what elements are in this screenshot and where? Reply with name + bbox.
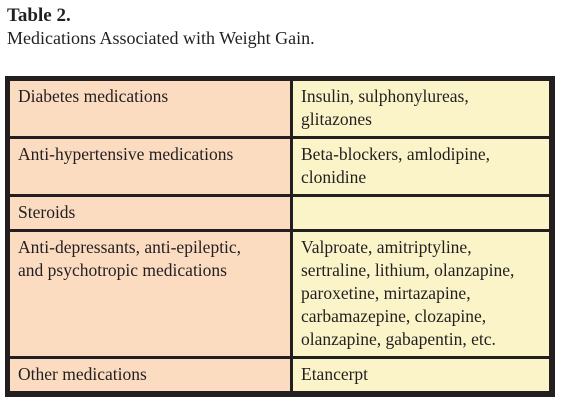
examples-text: Beta-blockers, amlodipine,: [301, 144, 491, 164]
table-row-steroids: Steroids: [10, 197, 549, 229]
examples-text: clonidine: [301, 167, 367, 187]
examples-cell: Insulin, sulphonylureas, glitazones: [293, 81, 549, 136]
examples-cell: Etancerpt: [293, 359, 549, 391]
category-cell: Anti-depressants, anti-epileptic, and ps…: [10, 232, 290, 356]
table-label: Table 2.: [7, 5, 71, 26]
examples-cell: Beta-blockers, amlodipine, clonidine: [293, 139, 549, 194]
table-caption: Table 2. Medications Associated with Wei…: [7, 5, 315, 49]
category-text: Diabetes medications: [18, 86, 169, 106]
category-cell: Anti-hypertensive medications: [10, 139, 290, 194]
examples-text: sertraline, lithium, olanzapine,: [301, 260, 515, 280]
examples-cell: Valproate, amitriptyline, sertraline, li…: [293, 232, 549, 356]
examples-text: paroxetine, mirtazapine,: [301, 283, 471, 303]
medications-table: Diabetes medications Insulin, sulphonylu…: [5, 76, 555, 397]
examples-text: Etancerpt: [301, 364, 369, 384]
category-text: Steroids: [18, 202, 76, 222]
table-row-antihypertensive: Anti-hypertensive medications Beta-block…: [10, 139, 549, 194]
examples-text: carbamazepine, clozapine,: [301, 306, 487, 326]
category-cell: Steroids: [10, 197, 290, 229]
examples-text: Valproate, amitriptyline,: [301, 237, 472, 257]
table-title: Medications Associated with Weight Gain.: [7, 28, 315, 48]
category-text: Other medications: [18, 364, 147, 384]
table-row-diabetes: Diabetes medications Insulin, sulphonylu…: [10, 81, 549, 136]
category-text: Anti-depressants, anti-epileptic,: [18, 237, 242, 257]
examples-text: glitazones: [301, 109, 372, 129]
category-cell: Diabetes medications: [10, 81, 290, 136]
examples-cell: [293, 197, 549, 229]
examples-text: Insulin, sulphonylureas,: [301, 86, 469, 106]
category-text: Anti-hypertensive medications: [18, 144, 234, 164]
category-cell: Other medications: [10, 359, 290, 391]
table-row-other: Other medications Etancerpt: [10, 359, 549, 391]
examples-text: olanzapine, gabapentin, etc.: [301, 329, 496, 349]
table-row-psychotropic: Anti-depressants, anti-epileptic, and ps…: [10, 232, 549, 356]
category-text: and psychotropic medications: [18, 260, 227, 280]
